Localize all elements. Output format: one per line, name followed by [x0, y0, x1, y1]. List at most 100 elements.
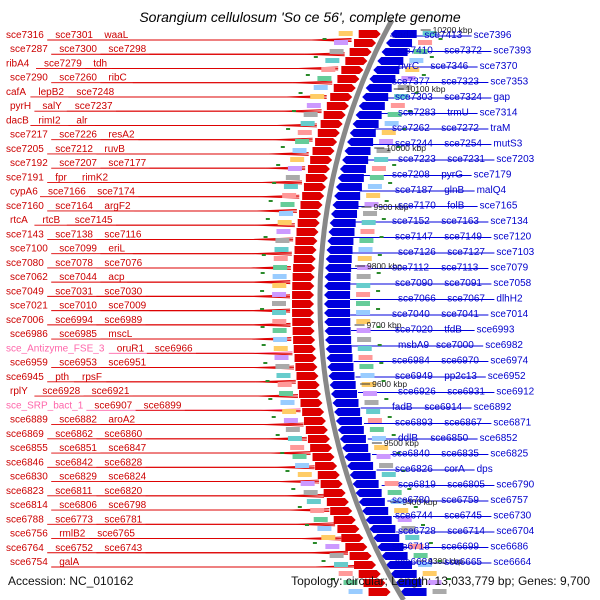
- leader-line: [304, 53, 345, 57]
- gene-label: aroA2: [108, 415, 135, 426]
- reverse-gene-arrow: [377, 57, 404, 65]
- map-title: Sorangium cellulosum 'So ce 56', complet…: [139, 9, 461, 25]
- reverse-gene-arrow: [324, 273, 351, 281]
- gene-label: alr: [76, 115, 88, 126]
- gc-tick-right: [387, 416, 392, 418]
- gene-label: sce7138: [55, 229, 93, 240]
- cog-band-right: [359, 364, 374, 369]
- cog-band-left: [273, 265, 288, 270]
- gc-tick-right: [413, 506, 418, 508]
- forward-gene-arrow: [310, 444, 333, 452]
- gc-tick-left: [291, 488, 296, 490]
- gene-label: sce7152: [392, 216, 430, 227]
- cog-band-left: [279, 391, 294, 396]
- forward-gene-arrow: [293, 336, 316, 344]
- gene-label: sce6945: [6, 372, 44, 383]
- gene-label: sce6665: [444, 557, 482, 568]
- reverse-gene-arrow: [349, 471, 376, 479]
- gene-label: sce7290: [10, 73, 48, 84]
- gc-tick-right: [408, 110, 413, 112]
- cog-band-right: [360, 373, 375, 378]
- cog-band-right: [371, 436, 386, 441]
- leader-line: [249, 295, 291, 299]
- gc-tick-left: [272, 182, 277, 184]
- gene-label: sce7192: [10, 158, 48, 169]
- cog-band-left: [272, 283, 287, 288]
- gc-tick-right: [379, 362, 384, 364]
- gene-label: sce7079: [490, 263, 528, 274]
- gc-tick-right: [407, 488, 412, 490]
- gene-label: sce6686: [490, 542, 528, 553]
- forward-gene-arrow: [292, 291, 315, 299]
- gene-label: sce7000: [436, 340, 474, 351]
- reverse-gene-arrow: [337, 174, 364, 182]
- gene-label: sce7254: [444, 139, 482, 150]
- cog-band-left: [273, 346, 288, 351]
- gene-label: sce7049: [6, 286, 44, 297]
- gene-label: fpr: [55, 172, 67, 183]
- gene-label: sce7237: [75, 101, 113, 112]
- scale-label: 9400 kbp: [402, 497, 437, 507]
- leader-line: [254, 224, 295, 228]
- gc-tick-left: [268, 200, 273, 202]
- cog-band-right: [394, 94, 409, 99]
- forward-gene-arrow: [292, 273, 315, 281]
- gene-label: uvrC: [398, 61, 419, 72]
- reverse-gene-arrow: [369, 525, 396, 533]
- cog-band-right: [397, 85, 412, 90]
- gene-label: sce7372: [444, 46, 482, 57]
- gene-label: pp2c13: [444, 371, 477, 382]
- cog-band-left: [290, 157, 305, 162]
- reverse-gene-arrow: [328, 372, 355, 380]
- gene-label: sce6752: [55, 543, 93, 554]
- reverse-gene-arrow: [339, 165, 366, 173]
- reverse-gene-arrow: [325, 255, 352, 263]
- gc-tick-right: [381, 380, 386, 382]
- cog-band-left: [283, 184, 298, 189]
- gene-label: sce6984: [392, 356, 430, 367]
- cog-band-right: [364, 202, 379, 207]
- gc-tick-left: [321, 560, 326, 562]
- gene-label: sce7179: [474, 170, 512, 181]
- gene-label: sce7041: [441, 309, 479, 320]
- gene-label: sce7040: [392, 309, 430, 320]
- cog-band-left: [276, 373, 291, 378]
- gc-tick-left: [285, 470, 290, 472]
- gc-tick-left: [322, 38, 327, 40]
- gc-tick-right: [384, 200, 389, 202]
- forward-gene-arrow: [303, 417, 326, 425]
- leader-line: [252, 352, 293, 356]
- gene-label: sce6982: [485, 340, 523, 351]
- gene-label: gap: [493, 92, 510, 103]
- gene-label: sce7006: [6, 315, 44, 326]
- forward-gene-arrow: [293, 255, 316, 263]
- gc-tick-left: [286, 128, 291, 130]
- scale-label: 9500 kbp: [384, 438, 419, 448]
- gene-label: sce6744: [395, 511, 433, 522]
- forward-gene-arrow: [307, 165, 330, 173]
- gene-label: sce6892: [474, 402, 512, 413]
- gene-label: sce7396: [474, 30, 512, 41]
- left-leader-lines: [30, 38, 356, 568]
- cog-band-right: [418, 562, 433, 567]
- gene-label: sce7160: [6, 201, 44, 212]
- gc-tick-right: [388, 182, 393, 184]
- gc-tick-right: [421, 74, 426, 76]
- gene-label: dps: [477, 464, 493, 475]
- forward-gene-arrow: [312, 453, 335, 461]
- gc-tick-left: [260, 326, 265, 328]
- cog-band-left: [287, 436, 302, 441]
- gene-label: sce7231: [447, 154, 485, 165]
- reverse-gene-arrow: [349, 129, 376, 137]
- reverse-gene-arrow: [324, 282, 351, 290]
- cog-band-right: [369, 175, 384, 180]
- reverse-gene-arrow: [347, 138, 374, 146]
- cog-band-right: [413, 553, 428, 558]
- cog-band-left: [295, 463, 310, 468]
- cog-band-left: [338, 31, 353, 36]
- gene-label: sce7244: [395, 139, 433, 150]
- gene-label: dacB: [6, 115, 29, 126]
- gene-label: trmU: [447, 108, 469, 119]
- gc-tick-right: [376, 290, 381, 292]
- gene-label: sce6989: [104, 315, 142, 326]
